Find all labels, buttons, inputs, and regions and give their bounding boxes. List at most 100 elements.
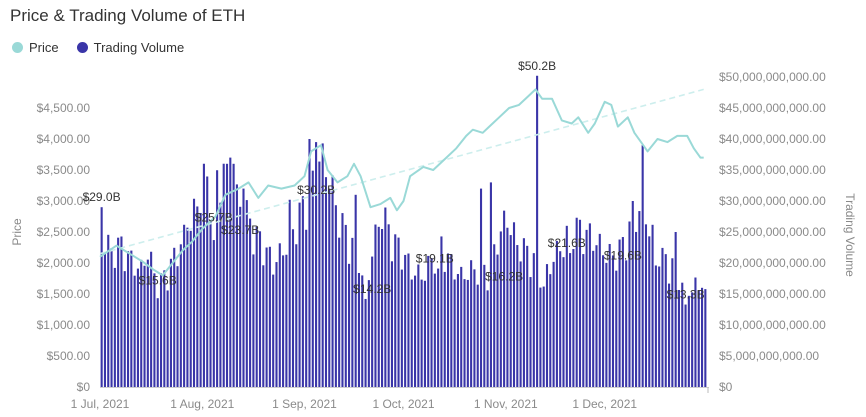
volume-bar — [512, 222, 516, 387]
volume-bar — [295, 244, 298, 387]
volume-bar — [493, 244, 496, 387]
volume-bar — [496, 254, 499, 387]
volume-bar — [315, 142, 318, 387]
volume-bar — [252, 254, 255, 387]
legend-item-price[interactable]: Price — [12, 40, 59, 55]
volume-bar — [107, 234, 110, 387]
volume-bar — [654, 265, 657, 387]
volume-bar — [539, 287, 542, 387]
volume-bar — [417, 264, 420, 387]
volume-bar — [569, 253, 572, 387]
volume-bar — [456, 274, 459, 387]
volume-bar — [249, 218, 252, 387]
volume-bar — [641, 145, 644, 387]
volume-bar — [126, 251, 130, 387]
volume-bar — [272, 274, 275, 387]
volume-bar — [631, 201, 634, 387]
right-axis-ticks: $0 $5,000,000,000.00 $10,000,000,000.00 $15… — [719, 70, 826, 394]
volume-bar — [404, 254, 407, 387]
volume-bar — [522, 238, 525, 387]
volume-bar — [219, 202, 222, 387]
volume-bar — [367, 280, 370, 387]
volume-bar — [602, 255, 605, 387]
volume-bar — [189, 230, 192, 387]
volume-bar — [156, 298, 159, 387]
volume-bar — [549, 274, 552, 387]
x-tick-label: 1 Dec, 2021 — [572, 397, 637, 411]
volume-bar — [658, 266, 661, 387]
volume-bar — [575, 217, 578, 387]
volume-bar — [262, 265, 265, 387]
volume-bar — [545, 264, 549, 387]
volume-bar — [173, 247, 176, 387]
volume-bar — [684, 304, 687, 387]
volume-bar — [328, 188, 331, 387]
volume-bar — [212, 240, 215, 387]
volume-bar — [453, 279, 456, 387]
volume-bar — [621, 237, 624, 387]
volume-bar — [427, 255, 430, 387]
volume-bar — [420, 279, 423, 387]
volume-data-label: $15.6B — [139, 273, 177, 287]
volume-bar — [450, 254, 453, 387]
volume-bar — [163, 270, 166, 387]
volume-bar — [275, 262, 278, 387]
volume-bar — [483, 264, 486, 387]
legend-item-volume[interactable]: Trading Volume — [76, 40, 184, 55]
volume-bar — [351, 237, 354, 387]
volume-bar — [196, 206, 199, 387]
price-trendline — [99, 88, 704, 255]
volume-bar — [361, 275, 364, 387]
volume-bar — [691, 292, 694, 387]
volume-bar — [136, 268, 139, 387]
volume-bar — [542, 286, 545, 387]
volume-bar — [476, 284, 479, 387]
volume-bar — [140, 259, 143, 387]
volume-bar — [433, 273, 436, 387]
volume-bar — [387, 224, 390, 387]
volume-bar — [311, 170, 314, 387]
volume-bar — [268, 246, 271, 387]
volume-bar — [113, 267, 116, 387]
volume-bar — [470, 260, 473, 387]
x-tick-label: 1 Jul, 2021 — [71, 397, 130, 411]
volume-bar — [100, 207, 103, 387]
volume-bar — [166, 290, 169, 387]
right-tick-label: $35,000,000,000.00 — [719, 163, 826, 177]
volume-bar — [169, 258, 172, 387]
volume-bar — [103, 253, 106, 387]
volume-bar — [674, 232, 677, 387]
volume-data-label: $23.7B — [221, 223, 259, 237]
volume-bar — [611, 255, 615, 387]
y-axis-title-left: Price — [10, 218, 24, 246]
volume-bar — [338, 237, 341, 387]
volume-bar — [222, 163, 225, 387]
volume-bar — [463, 279, 466, 387]
price-lines — [99, 88, 704, 277]
volume-bar — [146, 259, 149, 387]
volume-bar — [625, 260, 628, 387]
volume-bar — [635, 231, 638, 387]
volume-bar — [216, 170, 219, 387]
left-tick-label: $500.00 — [47, 349, 91, 363]
volume-bar — [150, 251, 153, 387]
volume-bar — [308, 139, 311, 387]
volume-bar — [384, 207, 387, 387]
volume-bar — [694, 277, 697, 387]
volume-bar — [298, 202, 301, 387]
volume-bar — [229, 157, 232, 387]
volume-bar — [526, 245, 529, 387]
volume-data-label: $29.0B — [83, 190, 121, 204]
right-tick-label: $10,000,000,000.00 — [719, 318, 826, 332]
volume-bar — [255, 226, 258, 387]
volume-bar — [677, 289, 681, 387]
volume-bar — [423, 280, 426, 387]
chart-title: Price & Trading Volume of ETH — [10, 6, 246, 25]
volume-bar — [414, 275, 417, 387]
volume-bar — [285, 254, 288, 387]
left-tick-label: $1,000.00 — [37, 318, 91, 332]
volume-bar — [687, 295, 690, 387]
volume-bar — [288, 199, 291, 387]
volume-data-label: $16.2B — [485, 270, 523, 284]
legend-swatch-volume — [76, 42, 88, 53]
